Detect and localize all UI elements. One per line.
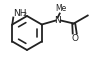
Text: Me: Me [55, 4, 66, 13]
Text: N: N [54, 16, 61, 25]
Text: O: O [71, 34, 78, 43]
Text: 2: 2 [23, 13, 27, 17]
Text: NH: NH [13, 9, 27, 18]
